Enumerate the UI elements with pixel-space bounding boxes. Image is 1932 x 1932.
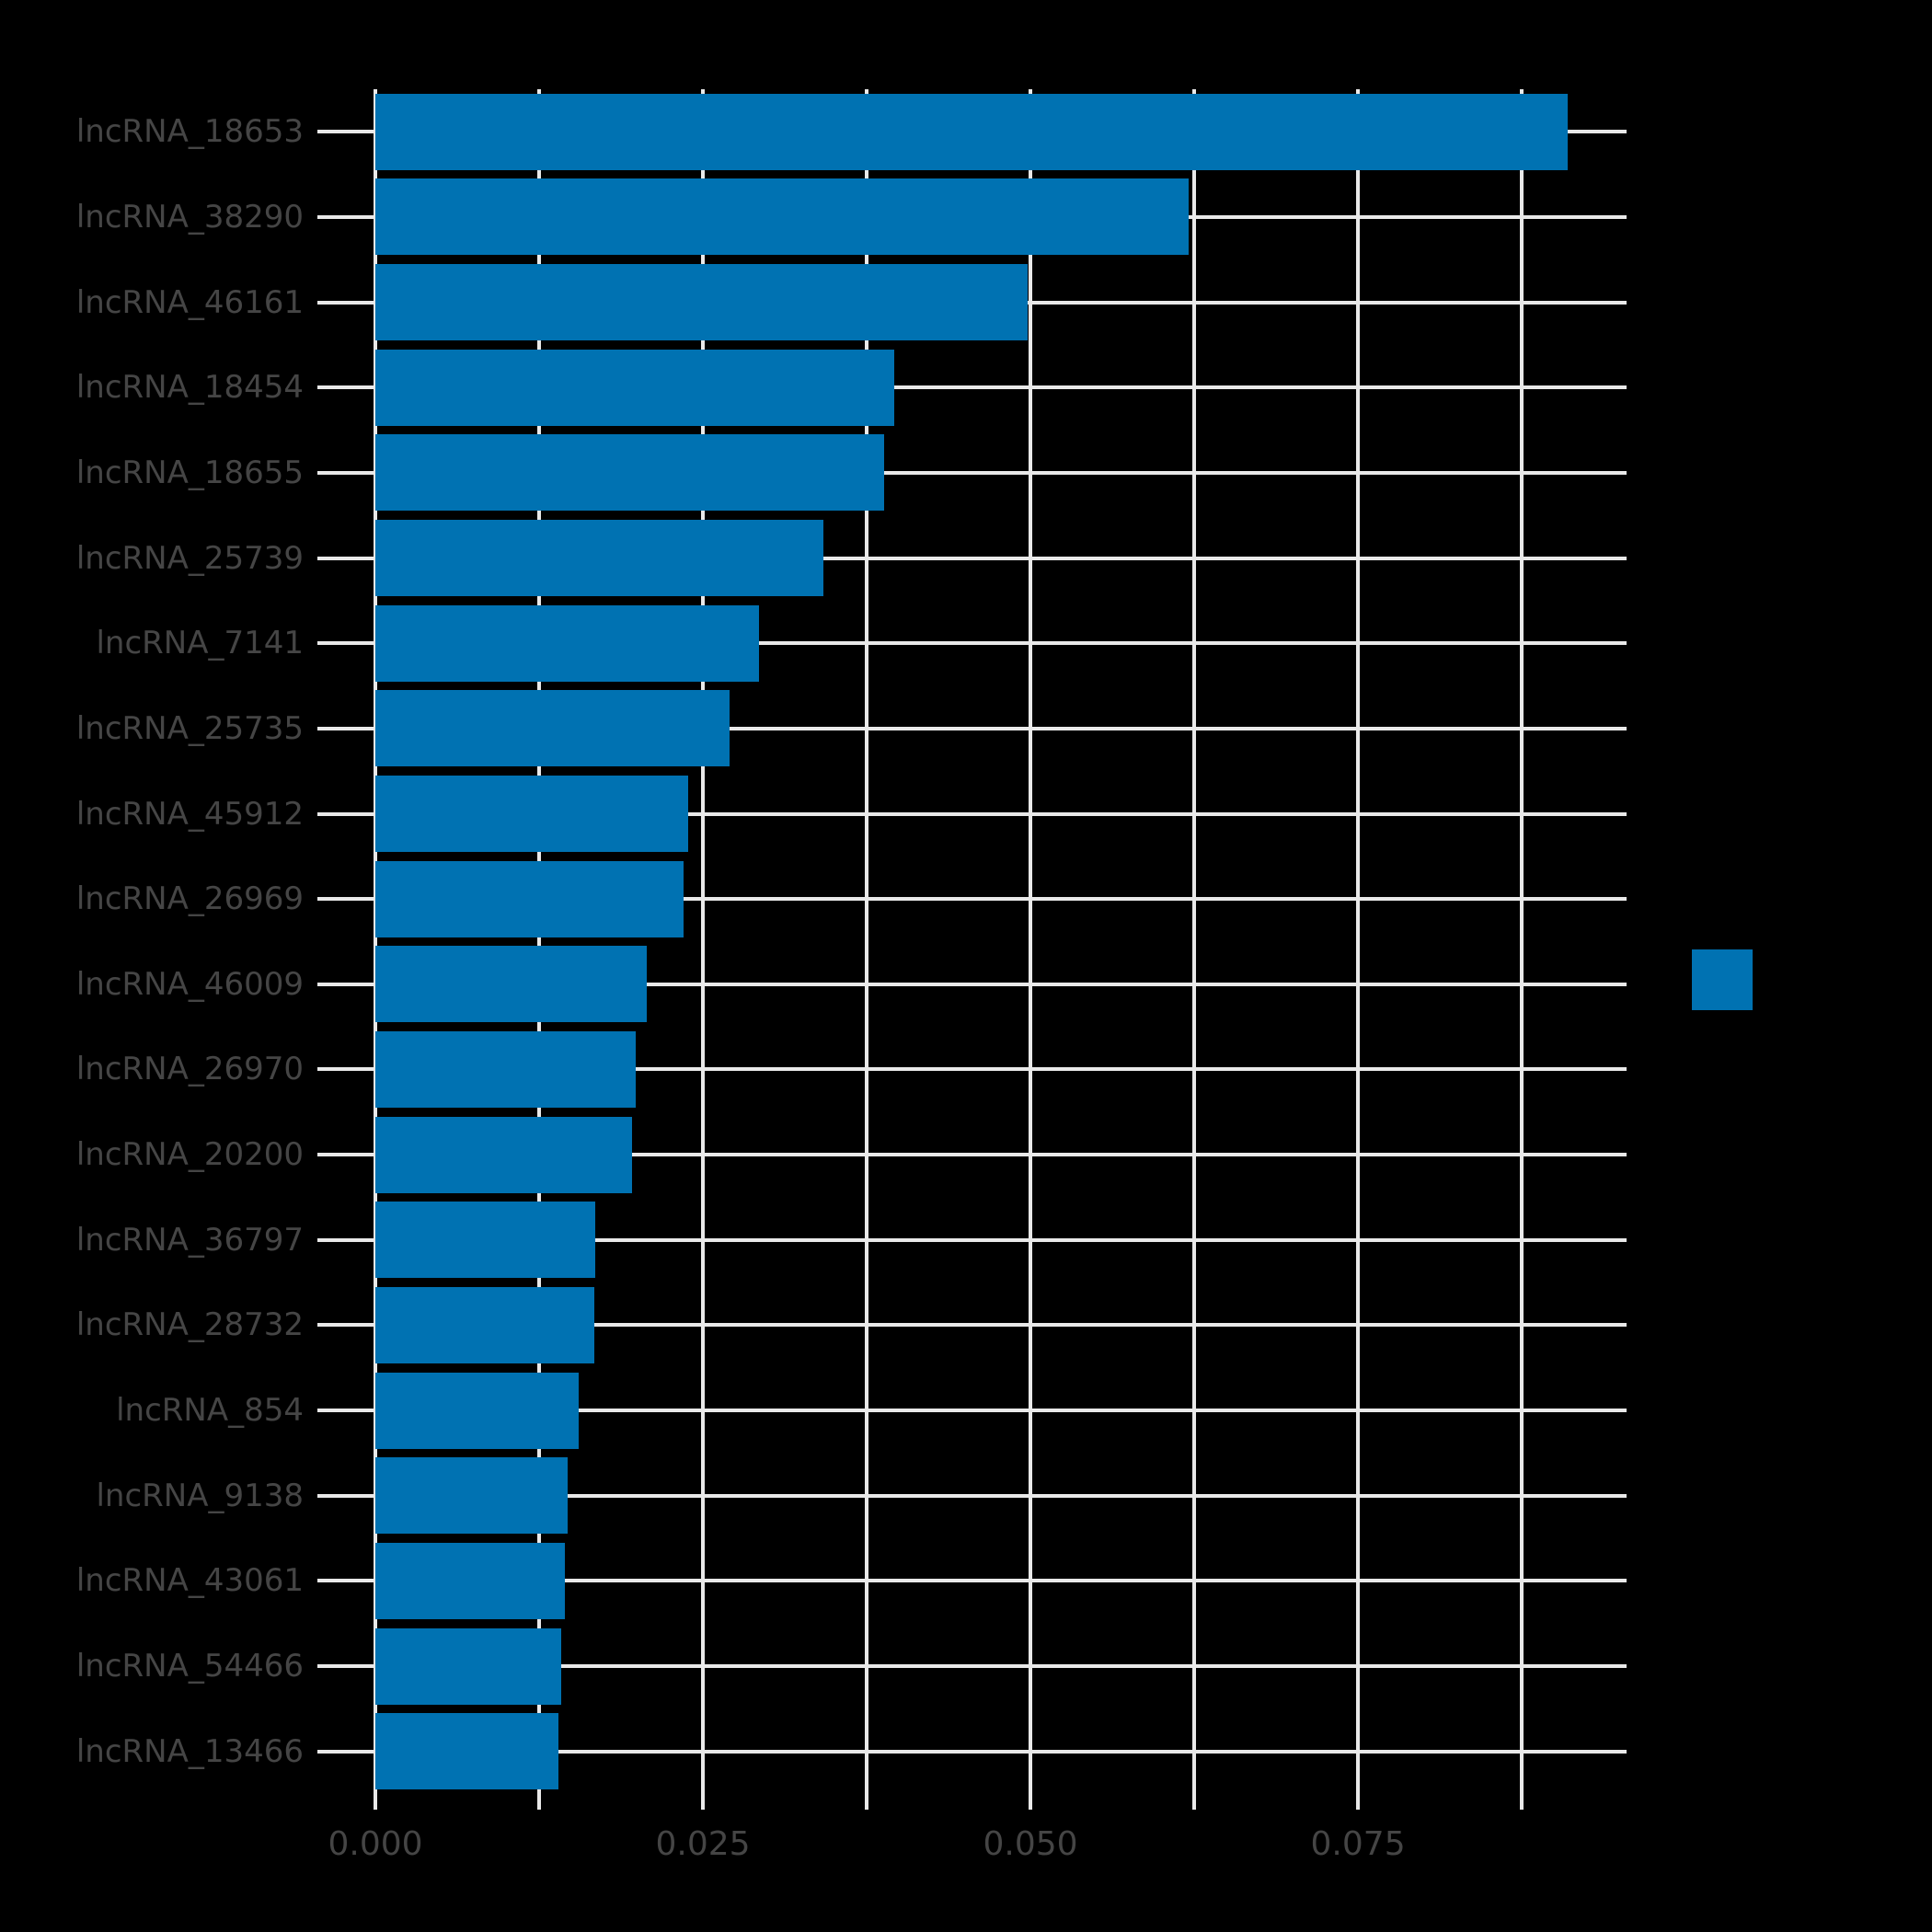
vertical-gridline — [865, 89, 869, 1810]
category-gridline — [317, 641, 1627, 646]
bar — [375, 264, 1029, 341]
category-gridline — [317, 726, 1627, 730]
y-tick-label: lncRNA_854 — [116, 1392, 304, 1430]
category-gridline — [317, 982, 1627, 986]
bar — [375, 1286, 594, 1363]
category-gridline — [317, 811, 1627, 816]
category-gridline — [317, 385, 1627, 390]
y-tick-label: lncRNA_26969 — [75, 880, 304, 918]
bar — [375, 690, 730, 767]
category-gridline — [317, 1067, 1627, 1072]
bar — [375, 604, 760, 682]
bar — [375, 1542, 566, 1619]
vertical-gridline — [1356, 89, 1361, 1810]
bar — [375, 520, 824, 597]
y-tick-label: lncRNA_7141 — [96, 625, 304, 662]
legend-swatch — [1692, 949, 1753, 1010]
y-tick-label: lncRNA_26970 — [75, 1051, 304, 1088]
y-tick-label: lncRNA_18655 — [75, 454, 304, 491]
y-tick-label: lncRNA_25735 — [75, 709, 304, 747]
category-gridline — [317, 1579, 1627, 1583]
x-tick-label: 0.075 — [1310, 1825, 1406, 1863]
category-gridline — [317, 1493, 1627, 1498]
y-tick-label: lncRNA_46009 — [75, 965, 304, 1003]
bar — [375, 946, 647, 1023]
y-tick-label: lncRNA_20200 — [75, 1136, 304, 1174]
bar — [375, 1030, 637, 1108]
category-gridline — [317, 1153, 1627, 1157]
bar — [375, 434, 884, 512]
bar — [375, 860, 684, 937]
bar — [375, 1627, 562, 1705]
bar — [375, 776, 689, 853]
category-gridline — [317, 556, 1627, 560]
x-tick-label: 0.025 — [655, 1825, 751, 1863]
vertical-gridline — [1029, 89, 1033, 1810]
x-tick-label: 0.050 — [983, 1825, 1078, 1863]
bar — [375, 1372, 579, 1449]
bar — [375, 93, 1568, 170]
bar — [375, 178, 1190, 256]
category-gridline — [317, 470, 1627, 475]
category-gridline — [317, 897, 1627, 902]
y-tick-label: lncRNA_9138 — [96, 1477, 304, 1514]
category-gridline — [317, 1749, 1627, 1754]
vertical-gridline — [701, 89, 706, 1810]
y-tick-label: lncRNA_18454 — [75, 369, 304, 407]
x-tick-label: 0.000 — [328, 1825, 423, 1863]
bar — [375, 349, 894, 426]
vertical-gridline — [1192, 89, 1197, 1810]
y-tick-label: lncRNA_45912 — [75, 795, 304, 833]
bar — [375, 1713, 559, 1790]
y-tick-label: lncRNA_13466 — [75, 1732, 304, 1770]
y-tick-label: lncRNA_36797 — [75, 1221, 304, 1259]
bar — [375, 1116, 633, 1193]
vertical-gridline — [1520, 89, 1524, 1810]
category-gridline — [317, 1237, 1627, 1242]
y-tick-label: lncRNA_28732 — [75, 1306, 304, 1344]
y-tick-label: lncRNA_46161 — [75, 283, 304, 321]
bar — [375, 1457, 569, 1535]
category-gridline — [317, 1323, 1627, 1328]
y-tick-label: lncRNA_43061 — [75, 1562, 304, 1600]
bar — [375, 1202, 596, 1279]
y-tick-label: lncRNA_54466 — [75, 1648, 304, 1685]
y-tick-label: lncRNA_25739 — [75, 539, 304, 577]
y-tick-label: lncRNA_18653 — [75, 113, 304, 151]
category-gridline — [317, 1664, 1627, 1669]
category-gridline — [317, 1409, 1627, 1413]
y-tick-label: lncRNA_38290 — [75, 198, 304, 236]
